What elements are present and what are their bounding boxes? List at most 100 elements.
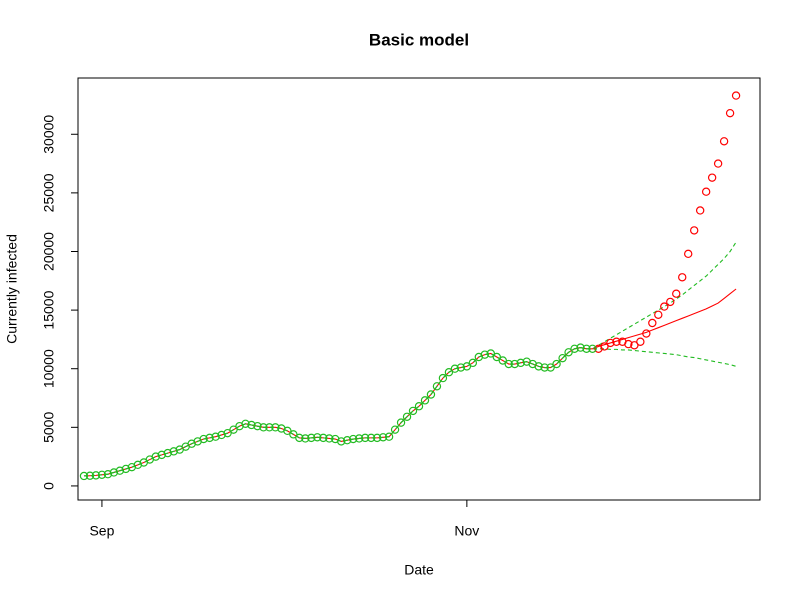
y-tick-label: 10000 — [41, 349, 57, 388]
data-point — [408, 406, 418, 416]
data-point — [396, 418, 406, 427]
data-point — [684, 249, 693, 259]
y-tick-label: 20000 — [41, 232, 57, 271]
data-point — [229, 425, 238, 434]
data-point — [630, 341, 639, 350]
data-point — [648, 318, 657, 328]
data-point — [666, 297, 675, 307]
data-point — [707, 173, 717, 182]
data-point — [247, 420, 256, 430]
data-point — [211, 432, 220, 441]
data-point — [492, 352, 501, 362]
data-point — [271, 423, 280, 432]
data-point — [301, 434, 310, 443]
data-point — [360, 433, 370, 443]
data-point — [241, 419, 250, 429]
data-point — [169, 447, 178, 456]
data-point — [223, 428, 232, 438]
data-point — [672, 289, 681, 298]
data-point — [253, 421, 262, 431]
data-point — [480, 350, 490, 359]
data-point — [504, 359, 513, 369]
y-tick-label: 0 — [41, 482, 57, 490]
data-point — [372, 433, 382, 443]
data-point — [462, 362, 472, 371]
data-point — [432, 382, 442, 391]
data-point — [259, 423, 268, 432]
series-line — [83, 347, 737, 477]
data-point — [678, 273, 687, 282]
data-point — [695, 206, 705, 215]
data-point — [420, 396, 430, 405]
data-point — [606, 338, 615, 348]
data-point — [217, 430, 226, 440]
data-point — [390, 425, 400, 434]
data-point — [701, 187, 711, 196]
data-point — [205, 433, 214, 443]
data-point — [725, 108, 735, 118]
data-point — [612, 337, 621, 346]
data-point — [498, 356, 507, 365]
data-point — [313, 433, 322, 442]
data-point — [552, 359, 561, 369]
data-point — [444, 368, 454, 377]
data-point — [576, 343, 585, 352]
data-point — [199, 434, 208, 444]
data-point — [319, 433, 328, 443]
data-point — [265, 423, 274, 432]
data-point — [558, 353, 567, 363]
data-point — [486, 349, 495, 358]
data-point — [582, 344, 591, 353]
data-point — [384, 432, 394, 441]
data-point — [163, 448, 172, 458]
data-point — [546, 363, 555, 372]
data-point — [510, 359, 519, 369]
data-point — [91, 471, 101, 480]
data-point — [97, 470, 107, 479]
data-point — [307, 433, 316, 443]
y-axis-label: Currently infected — [4, 234, 20, 344]
data-point — [295, 433, 304, 443]
data-point — [115, 466, 125, 475]
data-point — [426, 390, 436, 399]
data-point — [450, 364, 460, 373]
data-point — [654, 310, 663, 319]
data-point — [713, 159, 723, 168]
data-point — [348, 434, 358, 444]
y-tick-label: 15000 — [41, 290, 57, 329]
data-point — [151, 452, 160, 461]
x-tick-label: Sep — [89, 523, 114, 539]
data-point — [325, 434, 334, 443]
data-point — [109, 468, 119, 477]
data-point — [624, 339, 633, 349]
data-point — [588, 344, 597, 353]
data-point — [366, 433, 376, 443]
data-point — [343, 436, 352, 445]
data-point — [79, 471, 89, 481]
data-point — [402, 412, 412, 421]
data-point — [103, 470, 113, 479]
data-point — [337, 437, 346, 446]
data-point — [731, 91, 741, 100]
y-tick-label: 30000 — [41, 115, 57, 154]
data-point — [283, 426, 292, 436]
plot-frame — [77, 77, 761, 501]
data-point — [570, 344, 579, 353]
data-point — [636, 337, 645, 346]
chart-title: Basic model — [369, 30, 469, 49]
data-point — [414, 402, 424, 411]
data-point — [719, 137, 729, 146]
data-point — [689, 226, 699, 235]
data-point — [534, 362, 543, 371]
data-point — [516, 358, 525, 368]
y-tick-label: 25000 — [41, 173, 57, 212]
data-point — [456, 363, 466, 372]
data-point — [660, 302, 669, 311]
data-point — [378, 433, 388, 442]
x-axis-label: Date — [404, 562, 434, 578]
data-point — [121, 464, 131, 474]
x-tick-label: Nov — [454, 523, 479, 539]
data-point — [438, 373, 448, 383]
